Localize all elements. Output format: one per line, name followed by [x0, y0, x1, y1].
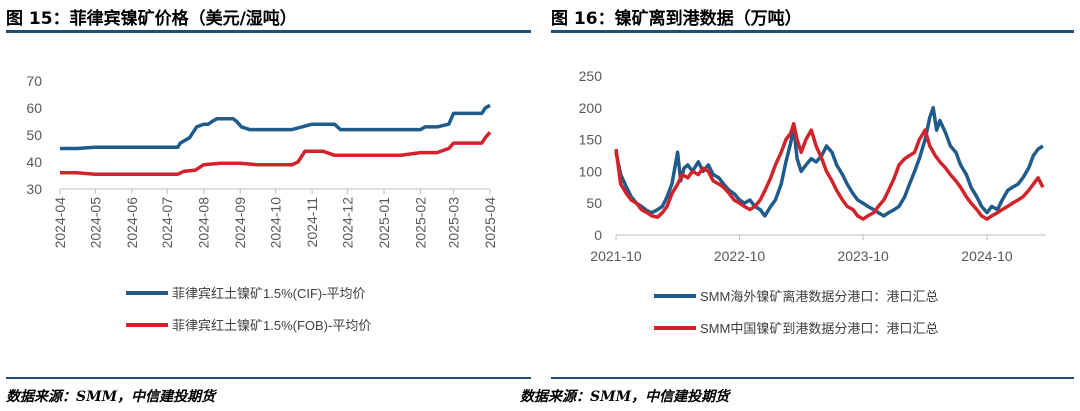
legend-label: SMM海外镍矿离港数据分港口：港口汇总 — [700, 289, 938, 304]
x-tick-label: 2025-03 — [445, 197, 461, 249]
x-tick-label: 2024-09 — [232, 197, 248, 249]
y-tick-label: 250 — [579, 68, 603, 84]
x-tick-label: 2025-04 — [482, 197, 498, 249]
footer-rule — [551, 377, 1074, 379]
x-tick-label: 2024-10 — [961, 248, 1013, 264]
y-tick-label: 50 — [586, 195, 602, 211]
chart-title: 图 16：镍矿离到港数据（万吨） — [551, 9, 802, 29]
y-tick-label: 40 — [26, 154, 42, 170]
legend-label: 菲律宾红土镍矿1.5%(FOB)-平均价 — [172, 318, 371, 333]
y-tick-label: 200 — [579, 100, 603, 116]
y-tick-label: 70 — [26, 73, 42, 89]
x-tick-label: 2024-10 — [268, 197, 284, 249]
title-rule — [6, 30, 531, 33]
x-tick-label: 2025-02 — [412, 197, 428, 249]
y-tick-label: 150 — [579, 132, 603, 148]
source-note: 数据来源：SMM，中信建投期货 — [6, 389, 216, 405]
series-line — [60, 131, 492, 176]
series-line — [614, 106, 1044, 218]
x-tick-label: 2024-05 — [87, 197, 103, 249]
x-tick-label: 2024-04 — [52, 197, 68, 249]
x-tick-label: 2024-08 — [196, 197, 212, 249]
x-tick-label: 2021-10 — [590, 248, 642, 264]
x-tick-label: 2024-11 — [304, 197, 320, 248]
series-line — [60, 103, 491, 151]
source-note: 数据来源：SMM，中信建投期货 — [520, 389, 730, 405]
x-tick-label: 2023-10 — [837, 248, 889, 264]
legend-label: SMM中国镍矿到港数据分港口：港口汇总 — [700, 321, 938, 336]
y-tick-label: 50 — [26, 127, 42, 143]
y-tick-label: 60 — [26, 100, 42, 116]
x-tick-label: 2024-12 — [339, 197, 355, 249]
footer-rule — [6, 377, 531, 379]
y-tick-label: 100 — [579, 163, 603, 179]
x-tick-label: 2024-06 — [124, 197, 140, 249]
chart-title: 图 15：菲律宾镍矿价格（美元/湿吨） — [6, 9, 297, 29]
series-line — [614, 121, 1045, 221]
legend-label: 菲律宾红土镍矿1.5%(CIF)-平均价 — [172, 286, 366, 301]
x-tick-label: 2025-01 — [376, 197, 392, 249]
title-rule — [551, 30, 1074, 33]
y-tick-label: 30 — [26, 181, 42, 197]
x-tick-label: 2024-07 — [159, 197, 175, 249]
y-tick-label: 0 — [594, 227, 602, 243]
x-tick-label: 2022-10 — [714, 248, 766, 264]
